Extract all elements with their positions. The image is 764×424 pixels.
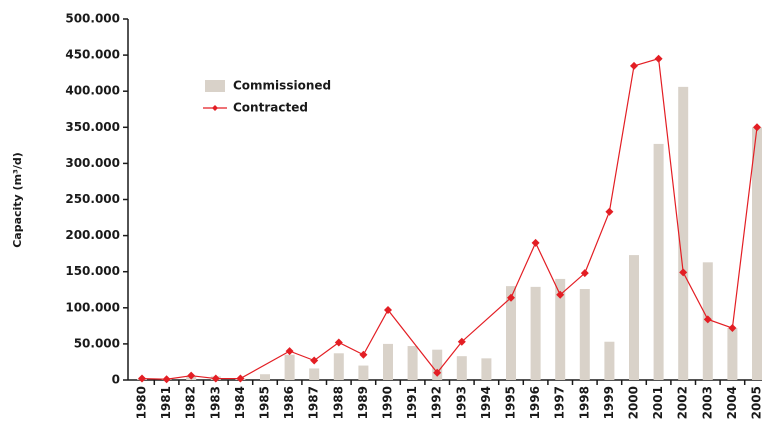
marker — [384, 305, 392, 314]
marker — [310, 356, 319, 365]
marker — [334, 338, 343, 347]
y-tick-label: 100.000 — [65, 300, 120, 314]
x-tick-label: 1998 — [577, 386, 591, 419]
marker — [138, 374, 146, 383]
y-axis-label: Capacity (m³/d) — [11, 152, 24, 248]
bar — [260, 374, 270, 380]
legend-marker — [212, 105, 218, 111]
x-tick-label: 1995 — [504, 386, 518, 419]
y-tick-label: 0 — [112, 373, 120, 387]
bar — [629, 255, 639, 380]
marker — [654, 54, 663, 63]
marker — [556, 290, 565, 299]
bar — [309, 368, 320, 380]
x-tick-label: 1996 — [528, 386, 542, 419]
x-tick-label: 1983 — [208, 386, 222, 419]
y-tick-label: 50.000 — [74, 336, 120, 350]
x-tick-label: 1984 — [233, 386, 247, 419]
bar — [383, 343, 393, 380]
x-tick-label: 1992 — [430, 386, 444, 419]
y-tick-label: 500.000 — [65, 12, 120, 26]
marker — [728, 324, 737, 333]
x-tick-label: 1997 — [553, 386, 567, 419]
y-tick-label: 200.000 — [65, 228, 120, 242]
legend-label: Contracted — [233, 101, 308, 115]
marker — [630, 61, 638, 70]
bar — [604, 341, 615, 380]
bar — [727, 328, 738, 380]
x-tick-label: 1993 — [454, 386, 468, 419]
bar — [678, 86, 689, 381]
bar — [333, 353, 344, 380]
bar — [752, 127, 762, 380]
y-tick-label: 150.000 — [65, 264, 120, 278]
x-tick-label: 1987 — [307, 386, 321, 419]
x-tick-label: 1982 — [184, 386, 198, 419]
bar — [456, 356, 467, 380]
y-tick-label: 350.000 — [65, 120, 120, 134]
marker — [433, 368, 442, 377]
y-tick-label: 250.000 — [65, 192, 120, 206]
marker — [236, 374, 245, 383]
x-tick-label: 1999 — [602, 386, 616, 419]
x-tick-label: 2003 — [700, 386, 714, 419]
bar — [432, 349, 443, 380]
bar — [530, 286, 541, 380]
x-tick-label: 1981 — [159, 386, 173, 419]
y-tick-label: 300.000 — [65, 156, 120, 170]
bar — [579, 289, 590, 380]
bar — [555, 278, 566, 380]
marker — [359, 350, 368, 359]
bar — [506, 286, 516, 380]
marker — [580, 269, 589, 278]
x-tick-label: 1985 — [258, 386, 272, 419]
marker — [187, 371, 196, 380]
bar — [407, 346, 418, 380]
bar — [284, 354, 295, 380]
bar — [358, 365, 369, 380]
x-tick-label: 2001 — [651, 386, 665, 419]
legend-label: Commissioned — [233, 79, 331, 93]
x-tick-label: 1986 — [282, 386, 296, 419]
legend-swatch — [205, 80, 225, 92]
x-tick-label: 1991 — [405, 386, 419, 419]
y-tick-label: 400.000 — [65, 84, 120, 98]
bar — [481, 358, 492, 380]
bar — [653, 143, 664, 380]
marker — [211, 374, 220, 383]
marker — [703, 315, 712, 324]
x-tick-label: 2002 — [676, 386, 690, 419]
marker — [679, 268, 688, 277]
x-tick-label: 1994 — [479, 386, 493, 419]
marker — [531, 238, 540, 247]
x-tick-label: 2000 — [627, 386, 641, 419]
x-tick-label: 1989 — [356, 386, 370, 419]
marker — [753, 123, 761, 132]
marker — [285, 347, 294, 356]
marker — [605, 207, 614, 216]
x-tick-label: 2004 — [725, 386, 739, 419]
marker — [162, 375, 171, 384]
marker — [507, 293, 515, 302]
x-tick-label: 2005 — [750, 386, 764, 419]
y-tick-label: 450.000 — [65, 48, 120, 62]
x-tick-label: 1980 — [135, 386, 149, 419]
x-tick-label: 1988 — [331, 386, 345, 419]
x-tick-label: 1990 — [381, 386, 395, 419]
marker — [457, 337, 466, 346]
